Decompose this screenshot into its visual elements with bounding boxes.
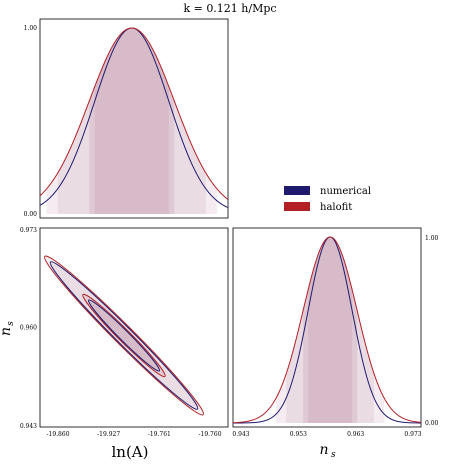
panel-frame [39, 18, 229, 219]
ytick-label-ns: 0.943 [20, 423, 37, 430]
numerical-2sigma-band [286, 237, 374, 423]
legend: numerical halofit [284, 186, 371, 213]
numerical-2sigma-contour [49, 261, 199, 410]
halofit-marginal-curve [232, 236, 422, 424]
numerical-1sigma-band [308, 237, 353, 423]
ytick-label-bottom: 0.00 [24, 211, 38, 218]
ytick-label-top: 1.00 [24, 25, 38, 32]
xtick-label-ns: 0.973 [404, 431, 421, 438]
legend-label-halofit: halofit [320, 202, 352, 213]
ytick-label-ns: 0.960 [20, 325, 37, 332]
halofit-2sigma-band [46, 28, 217, 214]
panel-frame [232, 227, 422, 428]
yaxis-label-ns: n [0, 327, 14, 336]
numerical-2sigma-band [57, 28, 206, 214]
panel-frame [39, 227, 229, 428]
numerical-1sigma-contour [87, 299, 161, 372]
legend-label-numerical: numerical [320, 186, 371, 197]
legend-swatch-numerical [284, 186, 310, 195]
xtick-label-ns: 0.943 [232, 431, 249, 438]
halofit-2sigma-contour [44, 255, 204, 416]
xtick-label-ns: 0.963 [347, 431, 364, 438]
xtick-label-lnA: -19.760 [198, 431, 221, 438]
ytick-label-top-right: 1.00 [425, 235, 439, 242]
halofit-2sigma-band [276, 237, 385, 423]
halofit-marginal-curve [39, 27, 229, 200]
chart-title: k = 0.121 h/Mpc [183, 2, 276, 15]
xaxis-label-ns: n [319, 442, 328, 458]
yaxis-label-ns-sub: s [6, 321, 16, 326]
numerical-1sigma-band [94, 28, 169, 214]
ytick-label-bottom-right: 0.00 [425, 420, 439, 427]
xtick-label-lnA: -19.860 [46, 431, 69, 438]
ytick-label-ns: 0.973 [20, 227, 37, 234]
halofit-1sigma-contour [82, 293, 166, 378]
xaxis-label-ns-sub: s [331, 450, 336, 460]
xtick-label-ns: 0.953 [290, 431, 307, 438]
halofit-1sigma-band [89, 28, 175, 214]
xtick-label-lnA: -19.927 [97, 431, 120, 438]
marginal-panel-ns [232, 227, 422, 428]
legend-swatch-halofit [284, 202, 310, 211]
xaxis-label-lnA: ln(A) [112, 443, 149, 461]
contour-panel-lnA-ns [39, 227, 229, 428]
halofit-1sigma-band [303, 237, 358, 423]
xtick-label-lnA: -19.761 [148, 431, 171, 438]
marginal-panel-lnA [39, 18, 229, 219]
